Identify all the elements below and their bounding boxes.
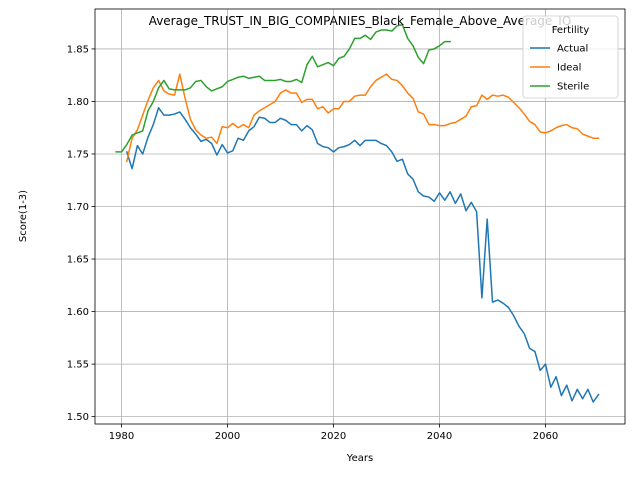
legend: Fertility Actual Ideal Sterile (522, 15, 619, 99)
plot-frame (94, 8, 626, 425)
legend-label-actual: Actual (557, 44, 588, 55)
y-tick-label: 1.70 (67, 202, 89, 213)
legend-label-ideal: Ideal (557, 63, 581, 74)
legend-box (522, 15, 619, 99)
legend-items: Actual Ideal Sterile (530, 44, 589, 93)
chart-title: Average_TRUST_IN_BIG_COMPANIES_Black_Fem… (149, 14, 572, 28)
y-tick-label: 1.75 (67, 149, 89, 160)
y-axis-ticks: 1.50 1.55 1.60 1.65 1.70 1.75 1.80 1.85 (67, 44, 95, 423)
y-tick-label: 1.55 (67, 360, 89, 371)
series-layer (115, 24, 600, 403)
grid (95, 9, 625, 424)
series-line-sterile (115, 24, 451, 153)
x-tick-label: 2000 (215, 431, 240, 442)
y-tick-label: 1.60 (67, 307, 89, 318)
x-tick-label: 2040 (427, 431, 452, 442)
y-tick-label: 1.50 (67, 412, 89, 423)
y-axis-label: Score(1-3) (18, 190, 29, 242)
x-tick-label: 2060 (533, 431, 558, 442)
series-line-ideal (125, 73, 600, 163)
x-tick-label: 1980 (109, 431, 134, 442)
y-tick-label: 1.80 (67, 97, 89, 108)
x-axis-label: Years (346, 453, 373, 464)
legend-label-sterile: Sterile (557, 82, 589, 93)
legend-title: Fertility (552, 25, 590, 36)
y-tick-label: 1.65 (67, 255, 89, 266)
x-tick-label: 2020 (321, 431, 346, 442)
x-axis-ticks: 1980 2000 2020 2040 2060 (109, 424, 558, 442)
series-line-actual (125, 107, 600, 403)
y-tick-label: 1.85 (67, 44, 89, 55)
